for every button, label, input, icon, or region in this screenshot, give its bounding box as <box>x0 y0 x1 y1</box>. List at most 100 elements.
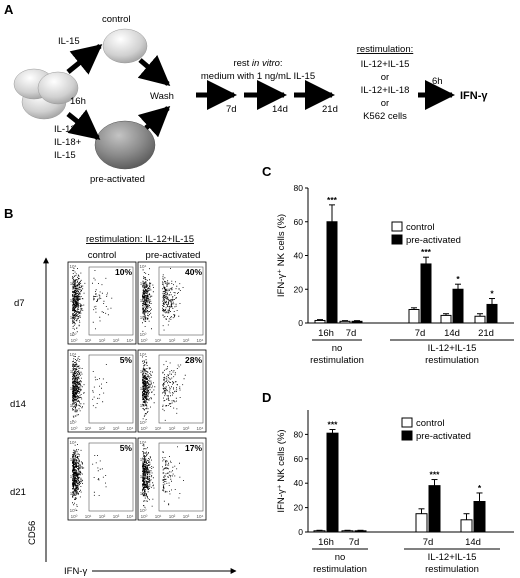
bar-pre-activated-7d <box>354 530 367 533</box>
gate-percent-label: 10% <box>115 267 132 277</box>
flow-x-tick-label: 10¹ <box>85 514 92 519</box>
il15-label: IL-15 <box>58 36 80 47</box>
bar-pre-activated-16h <box>326 221 338 324</box>
flow-x-tick-label: 10⁰ <box>141 426 148 431</box>
flow-x-tick-label: 10⁴ <box>127 426 134 431</box>
row-d14-label: d14 <box>10 399 26 410</box>
bar-pre-activated-7d <box>428 485 441 533</box>
ifng-positive-gate <box>158 442 204 512</box>
time-16h-label: 16h <box>70 96 86 107</box>
flow-x-tick-label: 10⁰ <box>141 338 148 343</box>
significance-mark: * <box>490 289 494 299</box>
group-label: restimulation <box>313 564 367 575</box>
bar-control-7d <box>408 309 420 324</box>
significance-mark: * <box>478 483 482 493</box>
flow-y-tick-label: 10⁰ <box>140 508 147 513</box>
y-axis-label: IFN-γ⁺ NK cells (%) <box>276 214 287 297</box>
flow-events <box>72 444 107 511</box>
ifng-axis-label: IFN-γ <box>64 566 87 577</box>
group-label: restimulation <box>310 355 364 366</box>
flow-x-tick-label: 10³ <box>113 514 120 519</box>
flow-y-tick-label: 10⁴ <box>70 440 77 445</box>
group-label: IL-12+IL-15 <box>428 552 477 563</box>
y-tick-label: 0 <box>298 527 303 537</box>
flow-events <box>72 268 113 336</box>
ifng-positive-gate <box>88 354 134 424</box>
y-axis-label: IFN-γ⁺ NK cells (%) <box>276 429 287 512</box>
flow-y-tick-label: 10⁰ <box>70 420 77 425</box>
cd56-axis-label: CD56 <box>27 521 38 545</box>
flow-events <box>142 268 184 332</box>
y-tick-label: 80 <box>294 183 304 193</box>
ifng-readout-label: IFN-γ <box>460 90 488 102</box>
x-tick-label: 16h <box>318 328 334 339</box>
flow-x-tick-label: 10³ <box>113 338 120 343</box>
flow-x-tick-label: 10² <box>99 426 106 431</box>
x-tick-label: 16h <box>318 537 334 548</box>
flow-y-tick-label: 10⁴ <box>70 352 77 357</box>
flow-events <box>142 356 186 421</box>
flow-x-tick-label: 10⁴ <box>197 426 204 431</box>
panel-b-label: B <box>4 206 13 221</box>
flow-y-tick-label: 10¹ <box>140 315 147 320</box>
bar-chart-c: 0 20 40 60 80 IFN-γ⁺ NK cells (%) *** 16h 7d *** 7… <box>276 183 514 366</box>
group-label: no <box>332 343 343 354</box>
flow-x-tick-label: 10¹ <box>85 338 92 343</box>
legend-label: control <box>406 222 435 233</box>
bar-pre-activated-16h <box>326 432 339 533</box>
x-tick-label: 7d <box>346 328 357 339</box>
flow-y-tick-label: 10⁰ <box>70 508 77 513</box>
flow-x-tick-label: 10⁴ <box>197 338 204 343</box>
flow-y-tick-label: 10² <box>70 386 77 391</box>
significance-mark: *** <box>327 195 338 205</box>
day-7-label: 7d <box>226 104 237 115</box>
flow-y-tick-label: 10² <box>70 298 77 303</box>
flow-y-tick-label: 10³ <box>70 281 77 286</box>
flow-x-tick-label: 10⁰ <box>71 514 78 519</box>
bar-pre-activated-7d <box>351 320 363 324</box>
flow-x-tick-label: 10¹ <box>155 514 162 519</box>
significance-mark: *** <box>421 247 432 257</box>
gate-percent-label: 5% <box>120 355 133 365</box>
panel-d-label: D <box>262 390 271 405</box>
bar-control-16h <box>314 319 326 324</box>
flow-plots: 10%10⁰10⁰10¹10¹10²10²10³10³10⁴10⁴40%10⁰1… <box>67 261 207 521</box>
bar-pre-activated-7d <box>420 263 432 324</box>
flow-y-tick-label: 10⁴ <box>70 264 77 269</box>
row-d21-label: d21 <box>10 487 26 498</box>
group-label: no <box>335 552 346 563</box>
flow-y-tick-label: 10³ <box>140 281 147 286</box>
gate-percent-label: 40% <box>185 267 202 277</box>
gate-percent-label: 5% <box>120 443 133 453</box>
flow-x-tick-label: 10³ <box>113 426 120 431</box>
panel-b-title: restimulation: IL-12+IL-15 <box>86 234 194 245</box>
panel-c-label: C <box>262 164 272 179</box>
day-21-label: 21d <box>322 104 338 115</box>
flow-x-tick-label: 10¹ <box>155 426 162 431</box>
cytokine-label-3: IL-15 <box>54 150 76 161</box>
flow-y-tick-label: 10² <box>140 474 147 479</box>
group-label: restimulation <box>425 564 479 575</box>
flow-x-tick-label: 10² <box>169 338 176 343</box>
control-cell-icon <box>102 28 148 64</box>
group-label: IL-12+IL-15 <box>428 343 477 354</box>
flow-x-tick-label: 10³ <box>183 426 190 431</box>
control-label: control <box>102 14 131 25</box>
flow-y-tick-label: 10³ <box>70 369 77 374</box>
bar-pre-activated-14d <box>452 288 464 324</box>
flow-y-tick-label: 10² <box>70 474 77 479</box>
flow-x-tick-label: 10² <box>99 514 106 519</box>
flow-y-tick-label: 10¹ <box>70 403 77 408</box>
legend-swatch <box>391 221 403 232</box>
flow-y-tick-label: 10⁰ <box>140 420 147 425</box>
flow-y-tick-label: 10¹ <box>70 315 77 320</box>
flow-x-tick-label: 10¹ <box>85 426 92 431</box>
flow-x-tick-label: 10⁴ <box>127 338 134 343</box>
bar-control-14d <box>440 314 452 324</box>
